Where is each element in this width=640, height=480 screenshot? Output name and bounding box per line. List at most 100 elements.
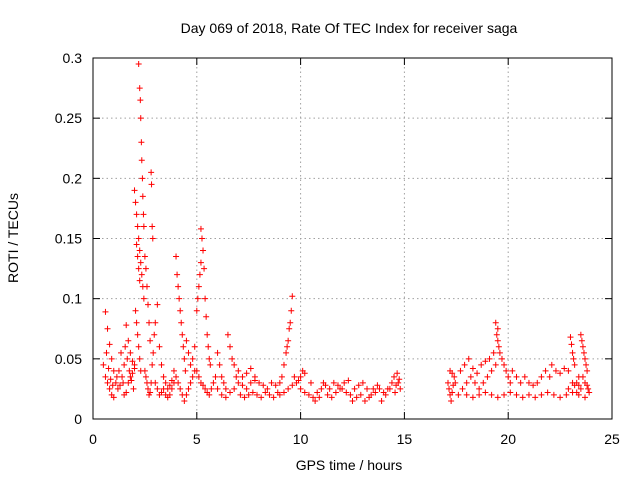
data-points (100, 61, 593, 404)
roti-point (364, 385, 371, 392)
roti-point (138, 139, 145, 146)
roti-point (318, 385, 325, 392)
roti-point (224, 331, 231, 338)
roti-point (143, 283, 150, 290)
roti-point (580, 349, 587, 356)
roti-point (187, 361, 194, 368)
roti-point (449, 370, 456, 377)
roti-point (349, 397, 356, 404)
x-axis-label: GPS time / hours (296, 457, 403, 473)
roti-point (135, 343, 142, 350)
roti-point (149, 223, 156, 230)
roti-point (345, 377, 352, 384)
roti-point (280, 361, 287, 368)
roti-point (546, 373, 553, 380)
roti-point (285, 337, 292, 344)
roti-point (343, 389, 350, 396)
roti-point (108, 355, 115, 362)
roti-point (582, 394, 589, 401)
roti-point (141, 367, 148, 374)
roti-point (140, 211, 147, 218)
roti-point (200, 382, 207, 389)
roti-point (513, 391, 520, 398)
roti-point (287, 319, 294, 326)
roti-point (392, 389, 399, 396)
roti-point (570, 355, 577, 362)
roti-point (125, 337, 132, 344)
roti-point (210, 379, 217, 386)
roti-point (187, 379, 194, 386)
roti-point (283, 349, 290, 356)
roti-point (102, 308, 109, 315)
roti-point (550, 391, 557, 398)
roti-point (513, 373, 520, 380)
roti-point (577, 385, 584, 392)
y-tick-label: 0.2 (63, 170, 83, 186)
y-tick-label: 0.25 (55, 110, 82, 126)
roti-point (216, 361, 223, 368)
x-tick-label: 10 (293, 431, 309, 447)
roti-point (495, 343, 502, 350)
roti-point (573, 389, 580, 396)
roti-point (268, 379, 275, 386)
roti-point (129, 358, 136, 365)
roti-point (388, 379, 395, 386)
roti-point (507, 389, 514, 396)
roti-point (194, 295, 201, 302)
x-tick-label: 0 (89, 431, 97, 447)
roti-point (247, 365, 254, 372)
roti-point (484, 373, 491, 380)
roti-point (378, 397, 385, 404)
roti-point (201, 265, 208, 272)
roti-point (583, 361, 590, 368)
roti-point (189, 373, 196, 380)
roti-point (469, 365, 476, 372)
roti-point (133, 241, 140, 248)
roti-point (116, 382, 123, 389)
roti-point (118, 349, 125, 356)
roti-point (202, 385, 209, 392)
roti-point (457, 367, 464, 374)
roti-point (202, 295, 209, 302)
roti-point (222, 394, 229, 401)
roti-point (147, 337, 154, 344)
roti-point (480, 379, 487, 386)
roti-point (334, 382, 341, 389)
roti-point (326, 385, 333, 392)
roti-point (146, 319, 153, 326)
roti-point (239, 373, 246, 380)
roti-point (152, 379, 159, 386)
roti-point (494, 394, 501, 401)
roti-point (295, 377, 302, 384)
roti-point (380, 389, 387, 396)
roti-point (521, 373, 528, 380)
roti-point (109, 382, 116, 389)
roti-point (571, 361, 578, 368)
roti-point (203, 313, 210, 320)
roti-point (200, 247, 207, 254)
roti-point (197, 259, 204, 266)
roti-point (235, 367, 242, 374)
y-tick-label: 0.1 (63, 291, 83, 307)
roti-point (205, 343, 212, 350)
roti-point (577, 331, 584, 338)
roti-point (567, 334, 574, 341)
roti-point (182, 367, 189, 374)
roti-point (534, 379, 541, 386)
roti-point (179, 331, 186, 338)
roti-point (233, 373, 240, 380)
roti-point (316, 394, 323, 401)
roti-point (136, 355, 143, 362)
roti-point (565, 367, 572, 374)
roti-point (222, 385, 229, 392)
roti-point (180, 343, 187, 350)
roti-point (150, 349, 157, 356)
roti-point (243, 370, 250, 377)
roti-point (361, 397, 368, 404)
roti-point (366, 394, 373, 401)
tick-labels: 0 0.05 0.1 0.15 0.2 0.25 0.3 0 5 10 15 20 25 (55, 50, 620, 447)
roti-point (121, 361, 128, 368)
roti-point (264, 385, 271, 392)
roti-point (260, 382, 267, 389)
